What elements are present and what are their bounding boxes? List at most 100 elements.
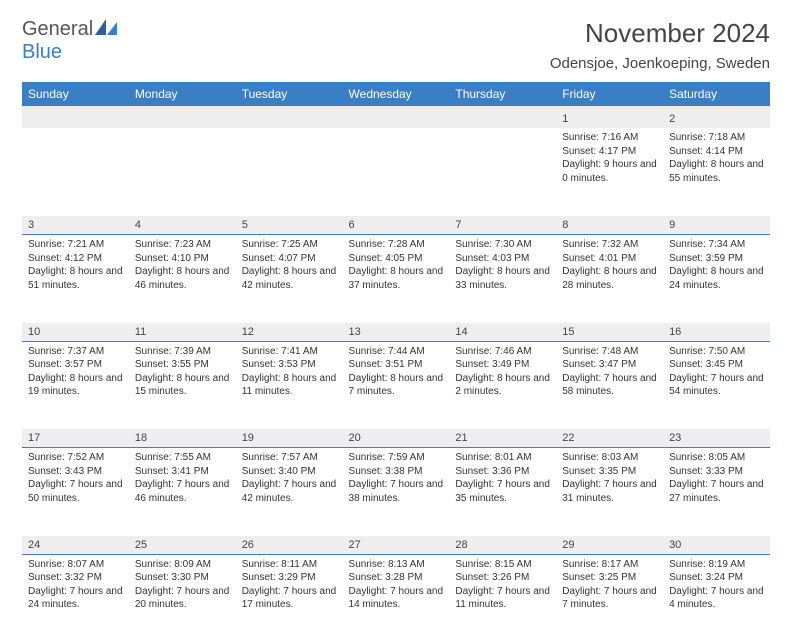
sunset-text: Sunset: 3:53 PM [242,358,337,372]
week-body-row: Sunrise: 8:07 AMSunset: 3:32 PMDaylight:… [22,554,770,642]
sunrise-text: Sunrise: 8:19 AM [669,558,764,572]
week-daynum-row: 17181920212223 [22,429,770,448]
day-cell: Sunrise: 7:41 AMSunset: 3:53 PMDaylight:… [236,341,343,429]
daylight-text: Daylight: 8 hours and 55 minutes. [669,158,764,185]
daylight-text: Daylight: 8 hours and 33 minutes. [455,265,550,292]
sunset-text: Sunset: 3:49 PM [455,358,550,372]
day-cell: Sunrise: 7:32 AMSunset: 4:01 PMDaylight:… [556,235,663,323]
day-number: 13 [343,323,450,342]
week-body-row: Sunrise: 7:37 AMSunset: 3:57 PMDaylight:… [22,341,770,429]
day-number: 3 [22,216,129,235]
sunrise-text: Sunrise: 7:44 AM [349,345,444,359]
sunset-text: Sunset: 3:28 PM [349,571,444,585]
daylight-text: Daylight: 7 hours and 14 minutes. [349,585,444,612]
daylight-text: Daylight: 7 hours and 4 minutes. [669,585,764,612]
day-number: 26 [236,536,343,555]
sunrise-text: Sunrise: 7:46 AM [455,345,550,359]
day-number: 21 [449,429,556,448]
sunset-text: Sunset: 4:12 PM [28,252,123,266]
sunrise-text: Sunrise: 7:32 AM [562,238,657,252]
day-number: 30 [663,536,770,555]
week-body-row: Sunrise: 7:21 AMSunset: 4:12 PMDaylight:… [22,235,770,323]
day-number: 19 [236,429,343,448]
daylight-text: Daylight: 8 hours and 2 minutes. [455,372,550,399]
day-cell: Sunrise: 7:48 AMSunset: 3:47 PMDaylight:… [556,341,663,429]
sunset-text: Sunset: 4:07 PM [242,252,337,266]
day-number: 24 [22,536,129,555]
sunrise-text: Sunrise: 7:52 AM [28,451,123,465]
sunrise-text: Sunrise: 8:11 AM [242,558,337,572]
daylight-text: Daylight: 7 hours and 24 minutes. [28,585,123,612]
day-cell: Sunrise: 7:30 AMSunset: 4:03 PMDaylight:… [449,235,556,323]
sail-icon [95,19,117,40]
sunrise-text: Sunrise: 7:37 AM [28,345,123,359]
day-number: 5 [236,216,343,235]
daylight-text: Daylight: 7 hours and 7 minutes. [562,585,657,612]
logo-word-blue: Blue [22,41,62,63]
day-number [22,110,129,128]
day-number: 2 [663,110,770,128]
day-cell: Sunrise: 7:18 AMSunset: 4:14 PMDaylight:… [663,128,770,216]
daylight-text: Daylight: 7 hours and 17 minutes. [242,585,337,612]
sunset-text: Sunset: 3:55 PM [135,358,230,372]
sunrise-text: Sunrise: 8:05 AM [669,451,764,465]
daylight-text: Daylight: 7 hours and 46 minutes. [135,478,230,505]
day-number: 28 [449,536,556,555]
day-header: Saturday [663,82,770,106]
daylight-text: Daylight: 7 hours and 35 minutes. [455,478,550,505]
sunset-text: Sunset: 3:35 PM [562,465,657,479]
day-number [343,110,450,128]
day-cell [343,128,450,216]
day-cell: Sunrise: 7:34 AMSunset: 3:59 PMDaylight:… [663,235,770,323]
logo-text: General Blue [22,18,117,64]
day-cell: Sunrise: 7:28 AMSunset: 4:05 PMDaylight:… [343,235,450,323]
daylight-text: Daylight: 7 hours and 54 minutes. [669,372,764,399]
day-header: Friday [556,82,663,106]
day-cell [129,128,236,216]
daylight-text: Daylight: 7 hours and 58 minutes. [562,372,657,399]
day-cell: Sunrise: 7:59 AMSunset: 3:38 PMDaylight:… [343,448,450,536]
logo-word-general: General [22,18,93,40]
day-number: 12 [236,323,343,342]
calendar-table: SundayMondayTuesdayWednesdayThursdayFrid… [22,82,770,642]
day-header: Monday [129,82,236,106]
day-cell: Sunrise: 8:01 AMSunset: 3:36 PMDaylight:… [449,448,556,536]
daylight-text: Daylight: 7 hours and 11 minutes. [455,585,550,612]
sunrise-text: Sunrise: 8:09 AM [135,558,230,572]
sunset-text: Sunset: 4:10 PM [135,252,230,266]
day-number: 16 [663,323,770,342]
sunset-text: Sunset: 3:24 PM [669,571,764,585]
daylight-text: Daylight: 7 hours and 20 minutes. [135,585,230,612]
daylight-text: Daylight: 8 hours and 15 minutes. [135,372,230,399]
day-number: 8 [556,216,663,235]
sunrise-text: Sunrise: 7:59 AM [349,451,444,465]
sunrise-text: Sunrise: 7:18 AM [669,131,764,145]
day-cell: Sunrise: 8:11 AMSunset: 3:29 PMDaylight:… [236,554,343,642]
day-number: 25 [129,536,236,555]
day-cell: Sunrise: 7:21 AMSunset: 4:12 PMDaylight:… [22,235,129,323]
day-cell: Sunrise: 7:50 AMSunset: 3:45 PMDaylight:… [663,341,770,429]
daylight-text: Daylight: 8 hours and 19 minutes. [28,372,123,399]
sunset-text: Sunset: 3:29 PM [242,571,337,585]
sunset-text: Sunset: 4:03 PM [455,252,550,266]
day-cell: Sunrise: 8:17 AMSunset: 3:25 PMDaylight:… [556,554,663,642]
sunrise-text: Sunrise: 8:01 AM [455,451,550,465]
day-cell: Sunrise: 7:44 AMSunset: 3:51 PMDaylight:… [343,341,450,429]
day-number: 7 [449,216,556,235]
sunset-text: Sunset: 3:36 PM [455,465,550,479]
day-number: 23 [663,429,770,448]
day-number: 29 [556,536,663,555]
daylight-text: Daylight: 7 hours and 50 minutes. [28,478,123,505]
day-header: Tuesday [236,82,343,106]
sunrise-text: Sunrise: 8:13 AM [349,558,444,572]
daylight-text: Daylight: 7 hours and 38 minutes. [349,478,444,505]
daylight-text: Daylight: 8 hours and 42 minutes. [242,265,337,292]
day-number [449,110,556,128]
week-daynum-row: 24252627282930 [22,536,770,555]
sunset-text: Sunset: 4:01 PM [562,252,657,266]
daylight-text: Daylight: 7 hours and 27 minutes. [669,478,764,505]
sunset-text: Sunset: 4:14 PM [669,145,764,159]
sunset-text: Sunset: 3:45 PM [669,358,764,372]
day-cell: Sunrise: 7:52 AMSunset: 3:43 PMDaylight:… [22,448,129,536]
sunset-text: Sunset: 3:47 PM [562,358,657,372]
